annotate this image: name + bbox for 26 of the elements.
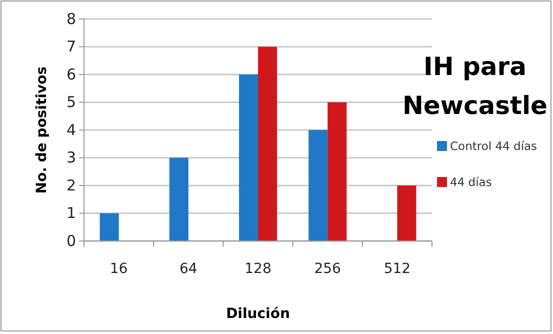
y-tick-label: 4	[66, 120, 76, 139]
x-tick-label: 256	[314, 260, 342, 277]
legend-label: Control 44 días	[450, 139, 538, 153]
y-tick-label: 6	[66, 65, 76, 84]
bar	[169, 158, 188, 241]
bar	[308, 130, 328, 241]
x-tick-label: 64	[179, 260, 198, 277]
x-axis-title: Dilución	[226, 306, 290, 322]
text: IH para Newcastle	[402, 52, 548, 120]
x-tick-label: 128	[244, 260, 272, 277]
y-tick-label: 1	[66, 204, 76, 222]
y-tick-label: 8	[66, 10, 76, 28]
bar	[100, 213, 119, 241]
bar	[258, 46, 277, 241]
x-tick-label: 16	[110, 260, 128, 277]
legend-label: 44 días	[450, 175, 492, 189]
bar	[239, 74, 258, 241]
y-tick-label: 7	[66, 38, 76, 56]
bar	[328, 102, 347, 241]
y-tick-label: 3	[66, 148, 76, 167]
y-tick-label: 5	[66, 93, 76, 112]
y-axis-title: No. de positivos	[34, 66, 50, 194]
y-tick-label: 0	[66, 232, 76, 250]
x-tick-label: 512	[384, 260, 411, 277]
bar	[397, 186, 416, 241]
y-tick-label: 2	[66, 176, 76, 194]
